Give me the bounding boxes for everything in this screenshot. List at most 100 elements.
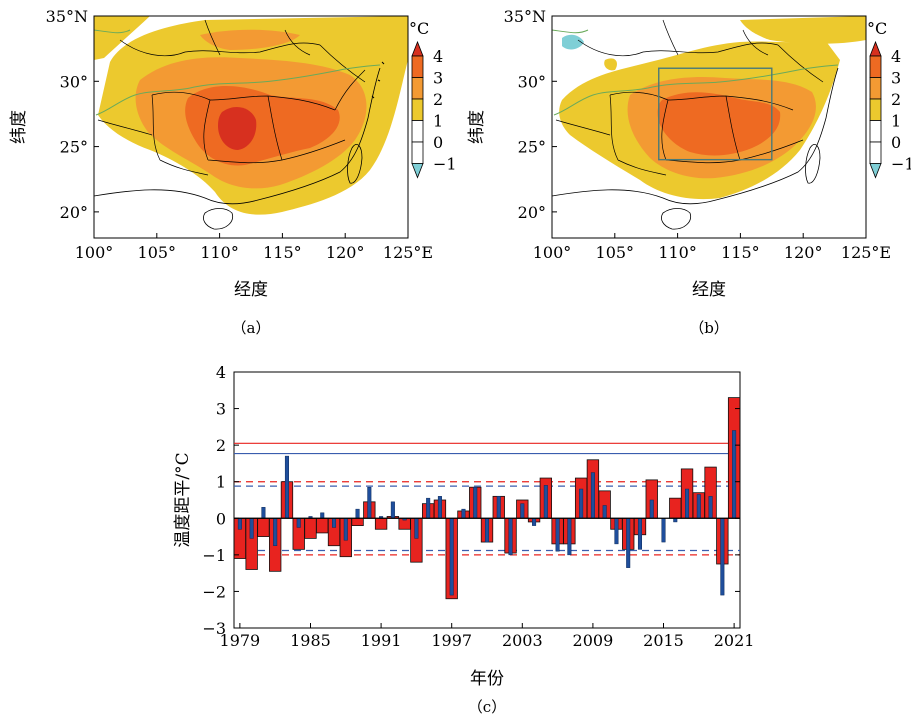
colorbar-label: 4 — [891, 47, 901, 66]
map-b-field — [552, 16, 866, 230]
reference-lines — [234, 442, 740, 556]
y-tick-label: 30° — [518, 72, 546, 91]
y-tick-label: 35°N — [504, 7, 546, 26]
bar-series-2 — [367, 486, 372, 519]
x-tick-label: 120° — [326, 243, 365, 262]
colorbar-label: 2 — [433, 90, 443, 109]
y-tick-label: 1 — [216, 473, 226, 492]
bar-series-2 — [237, 518, 242, 530]
colorbar-segment — [411, 120, 424, 143]
bar-series-2 — [579, 488, 584, 519]
map-a-frame — [93, 15, 409, 239]
colorbar-top-triangle — [411, 40, 424, 57]
x-tick-label: 2009 — [573, 631, 614, 650]
colorbar-unit: °C — [867, 19, 887, 38]
colorbar-bottom-triangle — [869, 163, 882, 179]
caption-a: （a） — [232, 319, 271, 337]
colorbar-bottom-triangle — [411, 163, 424, 179]
colorbar-segment — [869, 141, 882, 164]
y-tick-label: 20° — [60, 203, 88, 222]
bar-series-2 — [720, 518, 725, 596]
colorbar-label: 4 — [433, 47, 443, 66]
x-tick-label: 110° — [200, 243, 239, 262]
bar-series-1 — [374, 517, 388, 530]
x-tick-label: 105° — [138, 243, 177, 262]
x-tick-label: 125°E — [383, 243, 433, 262]
colorbar-segment — [411, 77, 424, 100]
colorbar-a: °C4 3 2 1 0 −1 — [409, 19, 457, 179]
x-tick-label: 120° — [784, 243, 823, 262]
y-tick-label: −1 — [202, 546, 226, 565]
chart-ylabel: 温度距平/°C — [173, 452, 193, 547]
map-panel-a: 100° 105° 110° 115° 120° 125°E 35°N 30° 25° 20° 纬… — [9, 7, 433, 337]
map-b-frame — [551, 15, 867, 239]
colorbar-top-triangle — [869, 40, 882, 57]
bar-series-2 — [614, 518, 619, 545]
x-tick-label: 125°E — [841, 243, 891, 262]
bar-series-2 — [520, 503, 525, 519]
y-tick-label: 0 — [216, 509, 226, 528]
map-b-xlabel: 经度 — [692, 280, 726, 300]
bar-series-2 — [437, 496, 442, 519]
chart-frame — [233, 371, 741, 629]
bar-series-2 — [473, 486, 478, 519]
bar-series-2 — [296, 518, 301, 528]
x-tick-label: 100° — [533, 243, 572, 262]
colorbar-label: 0 — [433, 133, 443, 152]
y-tick-label: −2 — [202, 582, 226, 601]
colorbar-label: 3 — [891, 69, 901, 88]
x-tick-label: 115° — [263, 243, 302, 262]
x-tick-label: 115° — [721, 243, 760, 262]
bar-series-2 — [590, 472, 595, 519]
bar-series-2 — [532, 518, 537, 526]
map-a-ylabel: 纬度 — [9, 110, 29, 144]
bar-series-2 — [661, 518, 666, 543]
bar-series-2 — [426, 497, 431, 519]
y-tick-label: −3 — [202, 619, 226, 638]
study-region-box — [658, 67, 773, 161]
caption-b: （b） — [689, 319, 729, 337]
bar-series-2 — [696, 494, 701, 519]
bar-series-2 — [496, 496, 501, 519]
x-tick-label: 2015 — [643, 631, 684, 650]
x-tick-label: 100° — [75, 243, 114, 262]
bar-series-2 — [355, 508, 360, 519]
bar-series-2 — [626, 518, 631, 568]
colorbar-label: 3 — [433, 69, 443, 88]
y-tick-label: 2 — [216, 436, 226, 455]
bar-series-2 — [732, 430, 737, 519]
bar-series-2 — [320, 512, 325, 519]
bar-series-1 — [669, 497, 682, 519]
bar-series-2 — [484, 518, 490, 543]
bar-series-1 — [316, 517, 329, 534]
x-tick-label: 1997 — [431, 631, 472, 650]
bar-series-1 — [257, 517, 270, 537]
colorbar-segment — [869, 77, 882, 100]
colorbar-label: −1 — [891, 155, 911, 174]
bar-series-2 — [284, 455, 289, 519]
colorbar-label: 0 — [891, 133, 901, 152]
bar-series-2 — [567, 518, 572, 556]
map-a-field — [94, 16, 408, 230]
bar-series-2 — [249, 518, 254, 539]
colorbar-label: 2 — [891, 90, 901, 109]
bar-series-2 — [685, 488, 690, 519]
x-tick-label: 2021 — [714, 631, 755, 650]
colorbar-segment — [411, 55, 424, 78]
map-panel-b: 100° 105° 110° 115° 120° 125°E 35°N 30° 25° 20° 纬… — [467, 7, 891, 337]
colorbar-label: −1 — [433, 155, 457, 174]
bar-series-2 — [414, 518, 419, 539]
map-b-ylabel: 纬度 — [467, 110, 487, 144]
bar-series-2 — [273, 518, 278, 546]
colorbar-label: 1 — [891, 112, 901, 131]
bar-series-2 — [602, 505, 607, 519]
map-a-xlabel: 经度 — [234, 280, 268, 300]
colorbar-segment — [869, 98, 882, 121]
y-tick-label: 25° — [518, 138, 546, 157]
y-tick-label: 4 — [216, 363, 226, 382]
x-tick-label: 1985 — [290, 631, 331, 650]
colorbar-unit: °C — [409, 19, 429, 38]
bars — [233, 397, 741, 600]
